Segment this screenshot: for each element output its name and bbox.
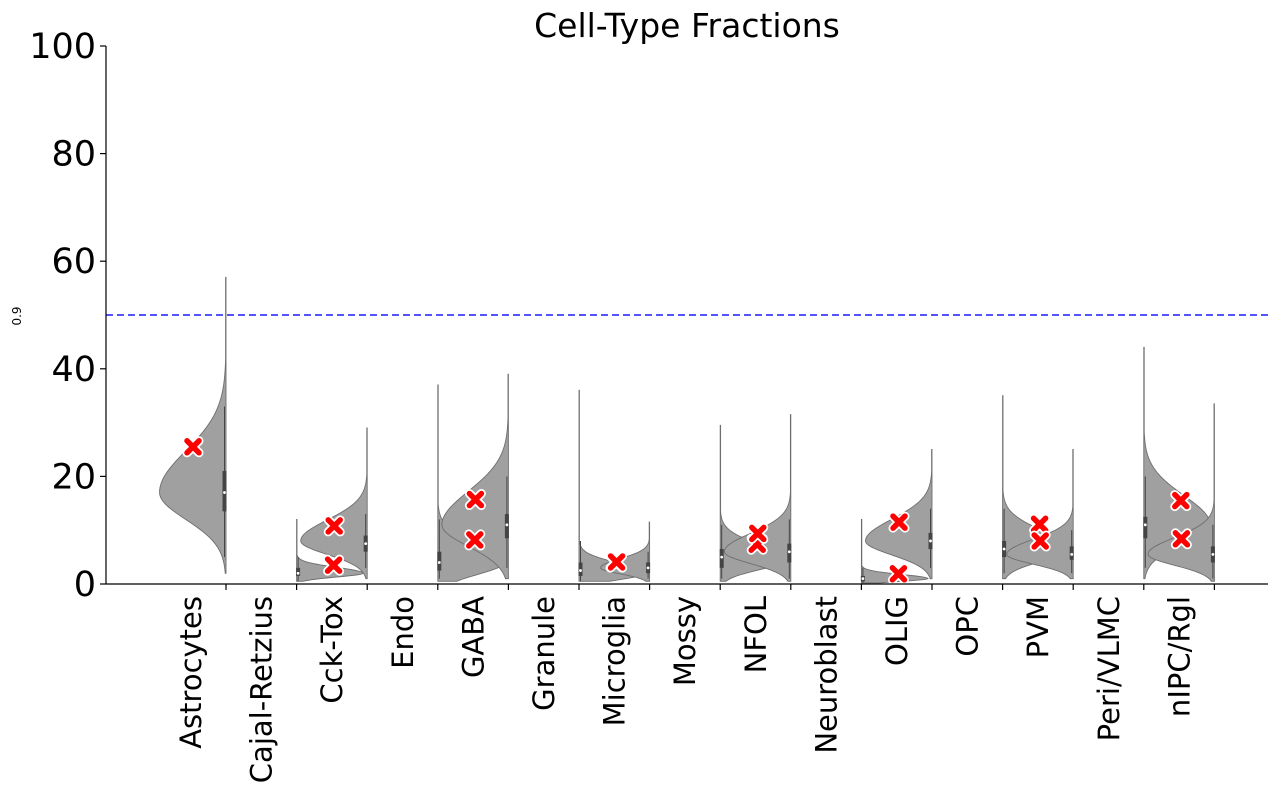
- y-tick-label: 0: [74, 565, 96, 605]
- x-tick-label-pvm: PVM: [1021, 596, 1055, 658]
- x-tick-label-cck-tox: Cck-Tox: [315, 596, 349, 704]
- marker-neuroblast: [887, 563, 909, 585]
- x-tick-label-gaba: GABA: [456, 596, 490, 678]
- y-tick-label: 20: [51, 457, 96, 497]
- violin-median-granule: [579, 569, 582, 572]
- x-tick-label-astrocytes: Astrocytes: [174, 596, 208, 749]
- axes-layer: 0 20 40 60 80 100 Astrocytes Cajal-Retzius Cck-T…: [29, 27, 1268, 783]
- violin-median-cajal-retzius: [296, 571, 300, 575]
- marker-cross: [1172, 530, 1191, 548]
- marker-olig: [888, 511, 910, 533]
- marker-astrocytes: [182, 436, 204, 458]
- violin-median-nfol: [787, 550, 791, 554]
- y-tick-label: 80: [51, 135, 96, 175]
- x-tick-label-mossy: Mossy: [668, 596, 702, 686]
- x-tick-label-olig: OLIG: [880, 596, 914, 666]
- marker-cross: [889, 565, 908, 583]
- marker-opc: [1029, 513, 1051, 535]
- violin-median-cck-tox: [364, 542, 368, 546]
- x-tick-label-endo: Endo: [386, 596, 420, 669]
- violin-pvm: [1006, 449, 1074, 580]
- marker-cross: [1031, 532, 1049, 550]
- chart-title: Cell-Type Fractions: [534, 6, 840, 45]
- marker-endo: [464, 529, 486, 551]
- marker-gaba: [464, 489, 486, 511]
- violin-astrocytes: [159, 276, 227, 574]
- marker-cross: [1030, 515, 1049, 534]
- marker-pvm: [1029, 530, 1051, 552]
- x-tick-label-granule: Granule: [527, 596, 561, 711]
- x-tick-label-neuroblast: Neuroblast: [809, 596, 843, 754]
- marker-cross: [749, 524, 767, 543]
- x-tick-label-microglia: Microglia: [598, 596, 632, 726]
- violin-cajal-retzius: [296, 518, 364, 582]
- marker-nfol: [747, 522, 769, 544]
- y-tick-label: 60: [51, 242, 96, 282]
- markers-layer: [182, 436, 1192, 585]
- violin-box-peri-vlmc: [1143, 516, 1148, 539]
- violins-layer: [159, 276, 1215, 584]
- violin-median-pvm: [1070, 553, 1074, 556]
- marker-cross: [184, 438, 202, 456]
- marker-cross: [607, 553, 626, 571]
- violin-nipc-rgl: [1147, 403, 1215, 582]
- x-tick-label-nipc-rgl: nIPC/Rgl: [1162, 596, 1196, 717]
- marker-cajal-retzius: [323, 554, 345, 576]
- marker-microglia: [606, 551, 628, 573]
- violin-granule: [578, 389, 647, 582]
- marker-cross: [466, 490, 485, 509]
- x-tick-label-peri-vlmc: Peri/VLMC: [1092, 596, 1126, 741]
- violin-cck-tox: [300, 427, 368, 580]
- violin-median-olig: [929, 539, 932, 543]
- violin-median-gaba: [505, 523, 509, 527]
- violin-neuroblast: [860, 518, 929, 584]
- violin-median-astrocytes: [223, 491, 226, 494]
- y-tick-label: 100: [29, 27, 96, 67]
- violin-median-nipc-rgl: [1211, 553, 1215, 556]
- violin-median-endo: [437, 561, 441, 564]
- violin-median-opc: [1002, 547, 1006, 551]
- marker-cck-tox: [323, 515, 345, 537]
- x-tick-label-cajal-retzius: Cajal-Retzius: [245, 596, 279, 783]
- x-tick-label-nfol: NFOL: [739, 596, 773, 673]
- x-tick-label-opc: OPC: [951, 596, 985, 657]
- violin-nfol: [723, 414, 792, 582]
- violin-olig: [865, 449, 933, 580]
- y-axis-label: 0.9: [10, 306, 24, 325]
- marker-cross: [324, 556, 343, 574]
- violin-median-neuroblast: [861, 577, 865, 581]
- y-tick-label: 40: [51, 350, 96, 390]
- marker-nipc-rgl: [1170, 528, 1192, 550]
- violin-median-peri-vlmc: [1143, 523, 1147, 527]
- violin-median-mossy: [720, 555, 724, 559]
- marker-cross: [890, 513, 908, 531]
- marker-peri-vlmc: [1170, 490, 1192, 512]
- marker-cross: [325, 517, 343, 535]
- marker-cross: [466, 531, 484, 549]
- marker-cross: [1172, 491, 1190, 510]
- violin-median-microglia: [646, 566, 650, 570]
